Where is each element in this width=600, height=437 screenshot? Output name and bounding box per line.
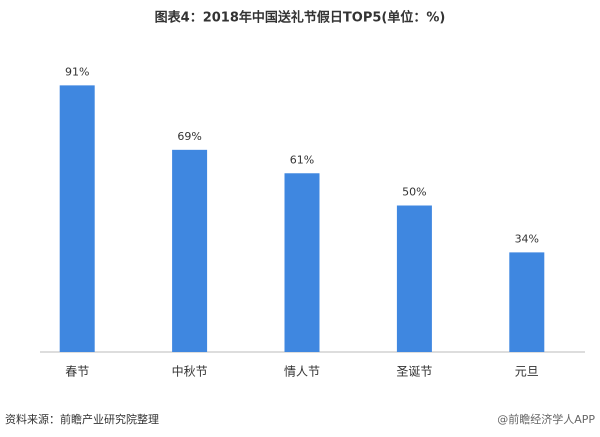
chart-title: 图表4：2018年中国送礼节假日TOP5(单位：%) [155,10,446,26]
value-label: 50% [402,186,426,199]
x-tick-label: 中秋节 [172,364,208,379]
x-tick-label: 元旦 [515,365,539,379]
bar [509,252,545,352]
value-label: 91% [65,65,89,78]
bar [172,149,208,352]
brand-note: @前瞻经济学人APP [497,412,595,426]
value-label: 34% [515,232,539,245]
x-tick-label: 春节 [65,365,89,379]
bar [284,173,320,352]
value-label: 61% [290,153,314,166]
value-label: 69% [177,130,201,143]
x-tick-label: 圣诞节 [396,365,432,379]
x-tick-label: 情人节 [284,365,320,379]
bar [59,85,95,353]
bar [396,205,432,352]
source-note: 资料来源：前瞻产业研究院整理 [5,412,159,426]
